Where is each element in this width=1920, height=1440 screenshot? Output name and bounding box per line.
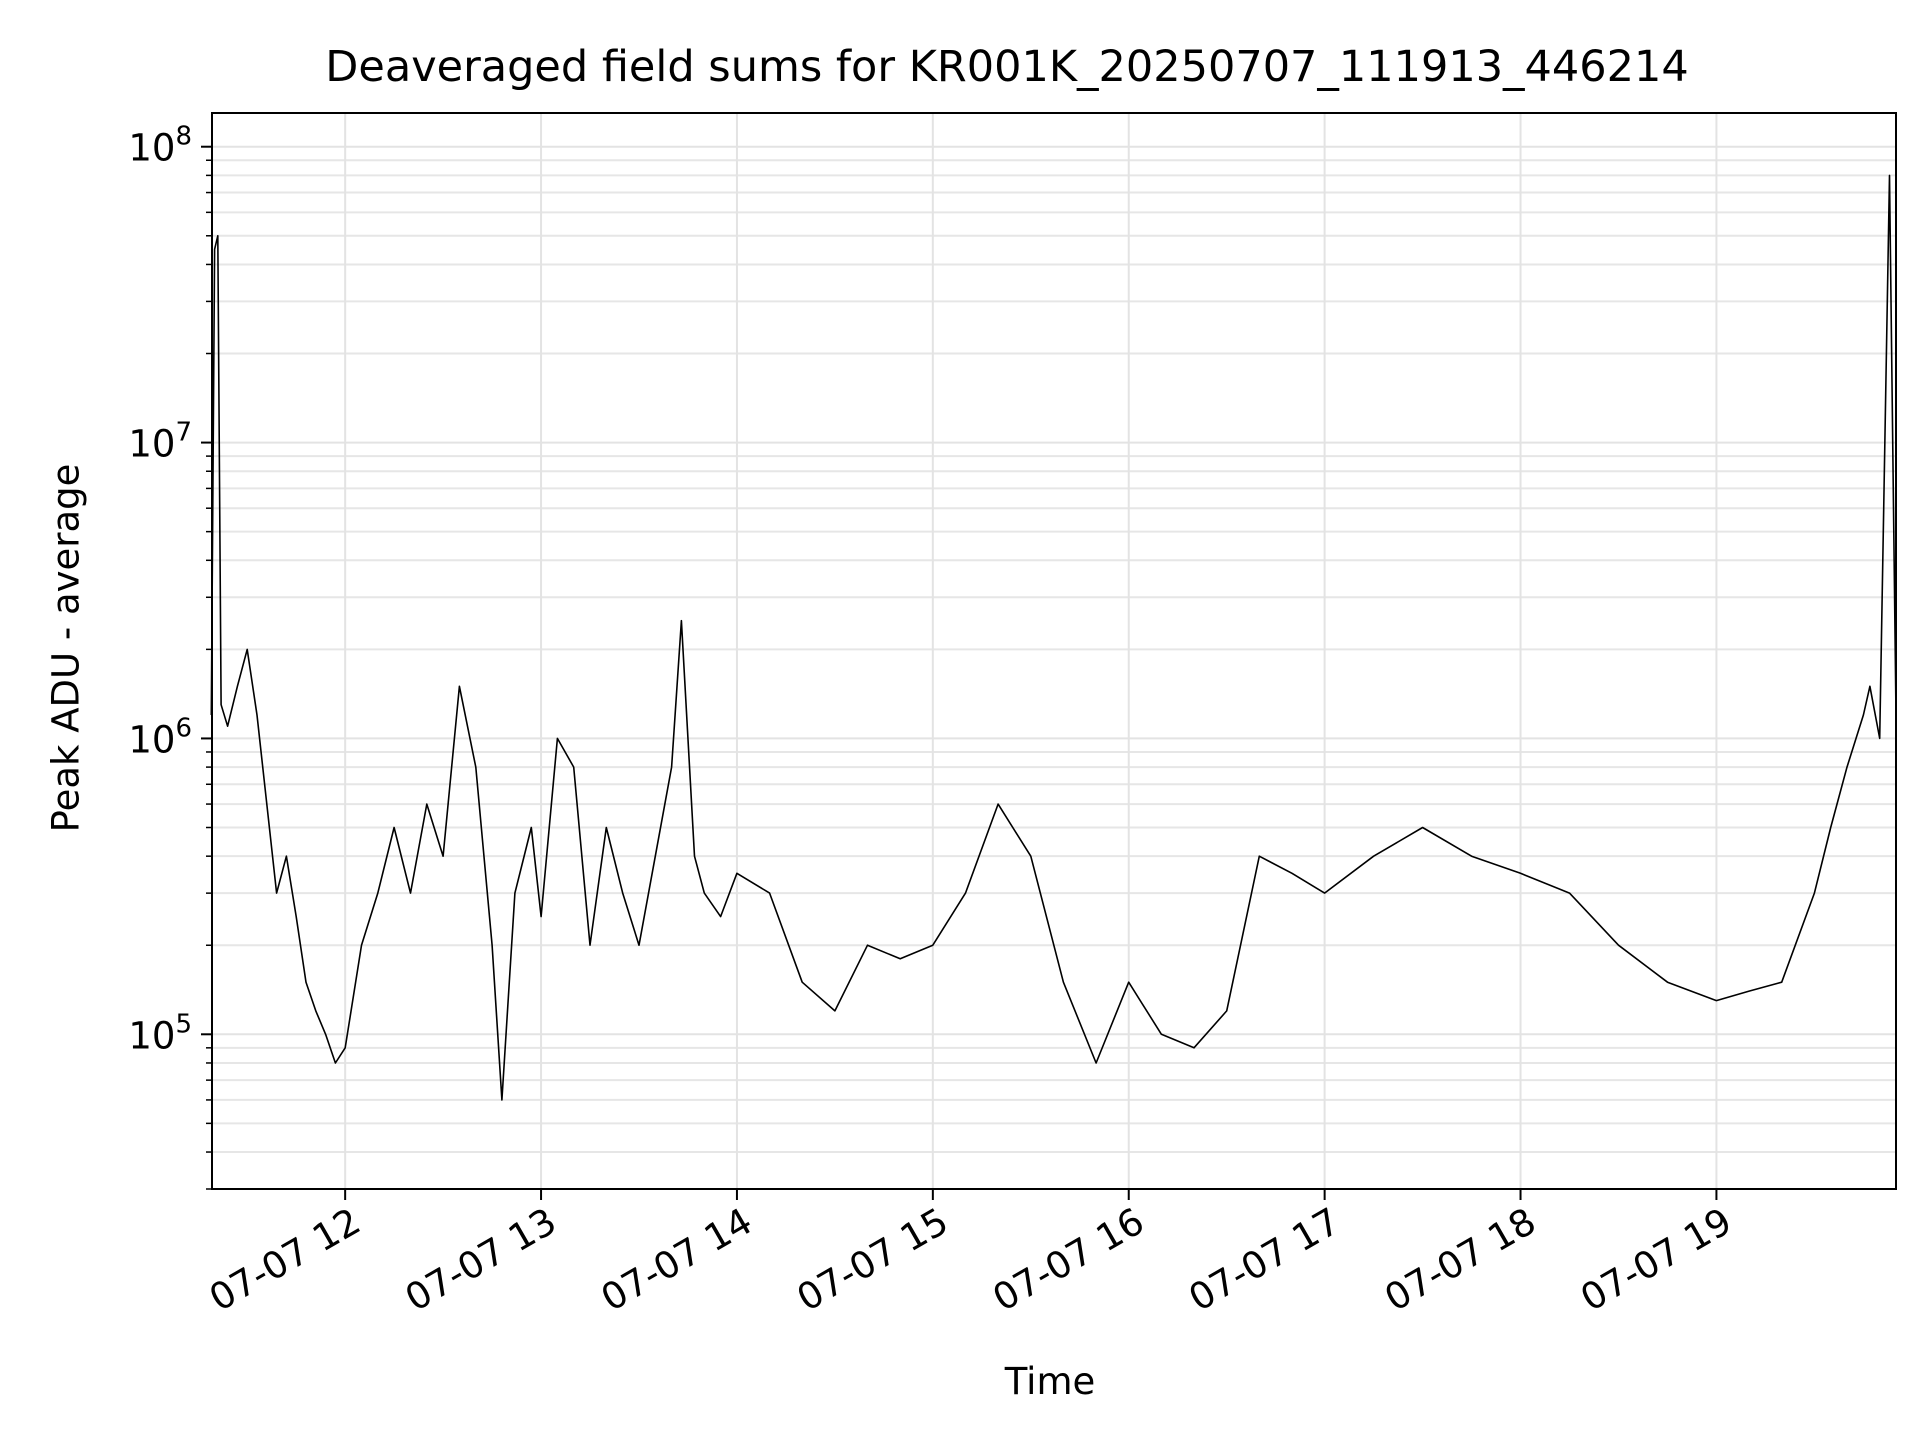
y-tick-exponent: 7: [175, 418, 192, 448]
series-layer: [210, 174, 1897, 1101]
x-tick-label: 07-07 15: [790, 1200, 956, 1320]
y-tick-exponent: 8: [175, 122, 192, 152]
y-tick-base: 10: [128, 423, 175, 466]
y-tick-exponent: 5: [175, 1009, 192, 1039]
y-tick-label: 106: [128, 713, 192, 761]
y-tick-label: 105: [128, 1009, 192, 1057]
x-tick-label: 07-07 13: [398, 1200, 564, 1320]
x-tick-label: 07-07 12: [202, 1200, 368, 1320]
plot-frame: [211, 112, 1897, 1190]
y-tick-label: 107: [128, 418, 192, 466]
plot-background: [212, 113, 1896, 1189]
x-tick-label: 07-07 17: [1182, 1200, 1348, 1320]
y-tick-exponent: 6: [175, 713, 192, 743]
x-tick-label: 07-07 19: [1573, 1200, 1739, 1320]
y-tick-base: 10: [128, 1014, 175, 1057]
major-grid: [212, 113, 1896, 1189]
x-axis: 07-07 12 07-07 13 07-07 14 07-07 15 07-07 16…: [202, 1189, 1739, 1320]
x-tick-label: 07-07 18: [1377, 1200, 1543, 1320]
y-tick-base: 10: [128, 718, 175, 761]
chart-title: Deaveraged field sums for KR001K_2025070…: [325, 42, 1689, 92]
y-tick-label: 108: [128, 122, 192, 170]
x-axis-label: Time: [1004, 1360, 1096, 1403]
x-tick-label: 07-07 14: [594, 1200, 760, 1320]
y-axis-label: Peak ADU - average: [44, 463, 88, 833]
minor-grid: [212, 159, 1896, 1190]
y-tick-base: 10: [128, 127, 175, 170]
x-tick-label: 07-07 16: [986, 1200, 1152, 1320]
series-line: [210, 174, 1897, 1101]
